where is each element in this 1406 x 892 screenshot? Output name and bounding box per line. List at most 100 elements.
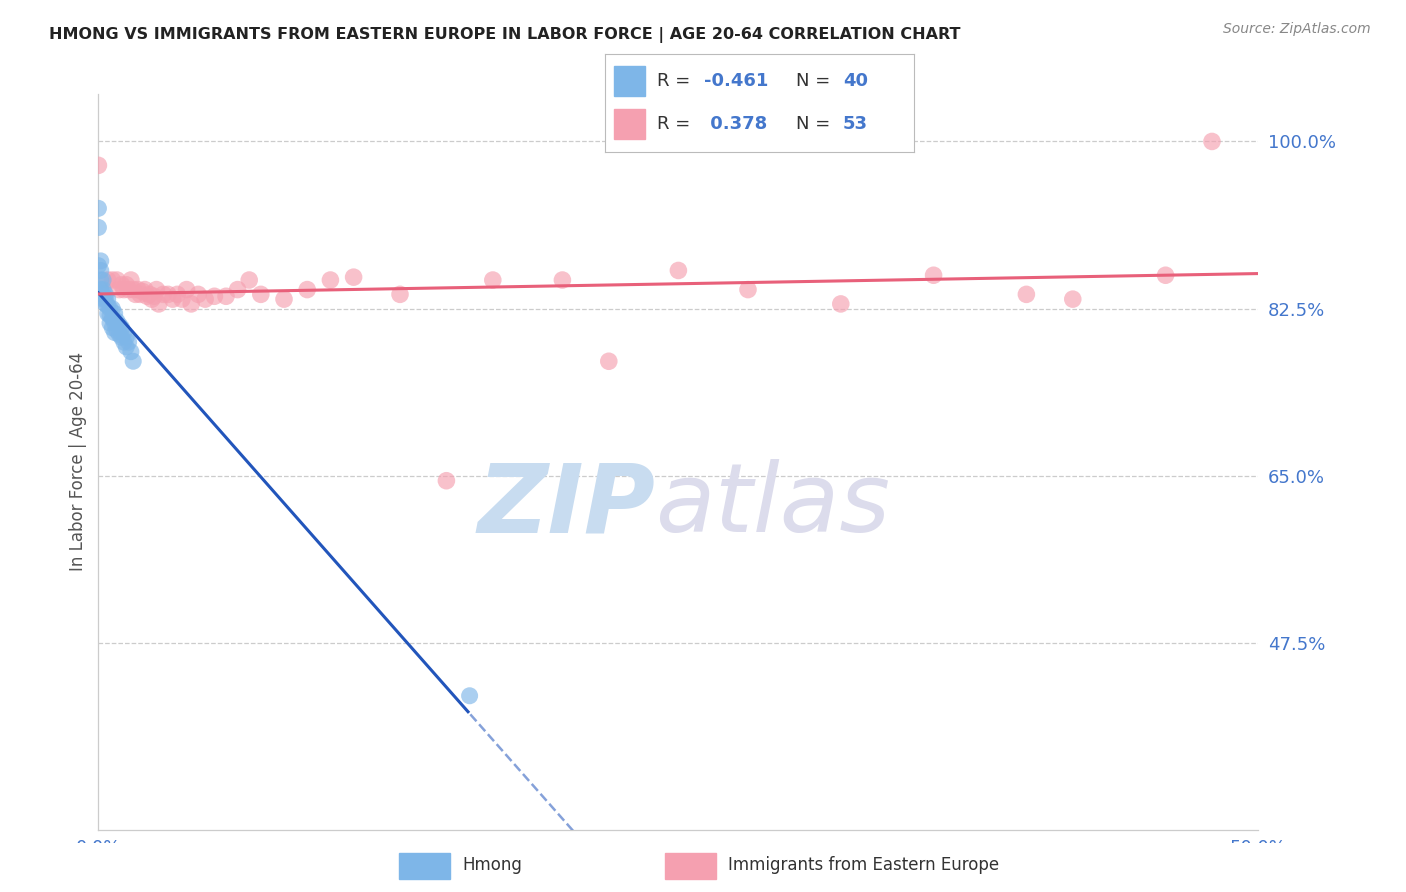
FancyBboxPatch shape <box>614 66 645 95</box>
Point <box>104 326 127 340</box>
Point <box>152 287 174 301</box>
Point <box>112 283 135 297</box>
Point <box>91 287 114 301</box>
Text: HMONG VS IMMIGRANTS FROM EASTERN EUROPE IN LABOR FORCE | AGE 20-64 CORRELATION C: HMONG VS IMMIGRANTS FROM EASTERN EUROPE … <box>49 27 960 43</box>
Text: N =: N = <box>796 72 837 90</box>
Y-axis label: In Labor Force | Age 20-64: In Labor Force | Age 20-64 <box>69 352 87 571</box>
Point <box>111 277 132 292</box>
Point <box>98 301 121 316</box>
Point <box>90 263 112 277</box>
Point <box>1154 268 1177 283</box>
Point <box>134 283 156 297</box>
Point <box>98 309 121 323</box>
Point <box>598 354 620 368</box>
Point <box>115 340 138 354</box>
Text: -0.461: -0.461 <box>703 72 768 90</box>
Point <box>105 314 128 328</box>
Point <box>111 320 132 334</box>
Point <box>1201 135 1223 149</box>
Point <box>111 330 132 344</box>
Point <box>91 292 114 306</box>
Point <box>129 287 152 301</box>
Point <box>1062 292 1084 306</box>
Point <box>94 287 117 301</box>
Point <box>97 306 120 320</box>
Point <box>108 283 131 297</box>
Point <box>90 283 112 297</box>
Point <box>108 318 131 332</box>
Point <box>122 283 145 297</box>
Point <box>145 283 167 297</box>
Point <box>737 283 759 297</box>
Text: Immigrants from Eastern Europe: Immigrants from Eastern Europe <box>728 856 1000 874</box>
FancyBboxPatch shape <box>614 110 645 139</box>
Point <box>319 273 342 287</box>
Point <box>1015 287 1038 301</box>
Text: R =: R = <box>657 115 696 133</box>
Text: Hmong: Hmong <box>463 856 523 874</box>
Point <box>97 292 120 306</box>
Point <box>166 287 188 301</box>
Point <box>97 299 120 313</box>
Point <box>115 330 138 344</box>
Point <box>273 292 295 306</box>
Point <box>204 289 226 303</box>
Point <box>117 283 139 297</box>
Point <box>226 283 249 297</box>
Point <box>94 297 117 311</box>
Point <box>87 220 110 235</box>
Point <box>115 277 138 292</box>
Text: 0.378: 0.378 <box>703 115 766 133</box>
Point <box>101 320 124 334</box>
Point <box>176 283 198 297</box>
Point <box>666 263 689 277</box>
Text: atlas: atlas <box>655 459 890 552</box>
Point <box>127 283 149 297</box>
Point <box>91 273 114 287</box>
Point <box>180 297 202 311</box>
Point <box>120 273 142 287</box>
FancyBboxPatch shape <box>665 853 716 879</box>
Point <box>170 292 193 306</box>
Point <box>104 316 127 330</box>
Text: 40: 40 <box>842 72 868 90</box>
Text: R =: R = <box>657 72 696 90</box>
Point <box>108 327 131 342</box>
Point <box>215 289 238 303</box>
Point <box>250 287 273 301</box>
Point <box>551 273 574 287</box>
Point <box>458 689 481 703</box>
Point <box>94 292 117 306</box>
Point <box>131 285 153 299</box>
Point <box>90 253 112 268</box>
Point <box>120 344 142 359</box>
Point <box>157 287 180 301</box>
Point <box>91 283 114 297</box>
Point <box>922 268 945 283</box>
Point <box>87 259 110 273</box>
Point <box>297 283 319 297</box>
Point <box>87 158 110 172</box>
Point <box>343 270 366 285</box>
Point <box>138 287 160 301</box>
Text: ZIP: ZIP <box>477 459 655 552</box>
Point <box>104 306 127 320</box>
Point <box>388 287 412 301</box>
FancyBboxPatch shape <box>399 853 450 879</box>
Point <box>90 273 112 287</box>
Point <box>105 273 128 287</box>
Text: 53: 53 <box>842 115 868 133</box>
Point <box>112 326 135 340</box>
Point <box>117 335 139 350</box>
Point <box>162 292 184 306</box>
Point <box>105 324 128 338</box>
Point <box>238 273 260 287</box>
Point <box>143 289 166 303</box>
Point <box>97 273 120 287</box>
Point <box>112 335 135 350</box>
Point <box>436 474 458 488</box>
Point <box>98 316 121 330</box>
Point <box>481 273 505 287</box>
Point <box>124 287 146 301</box>
Point <box>101 273 124 287</box>
